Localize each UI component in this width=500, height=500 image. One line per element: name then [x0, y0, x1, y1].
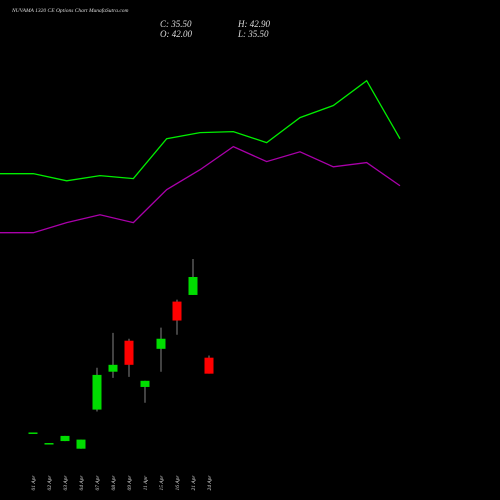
x-tick-label: 08 Apr — [111, 475, 117, 491]
x-tick-label: 24 Apr — [206, 475, 213, 491]
candle-body — [60, 435, 70, 442]
candle-body — [124, 340, 134, 365]
x-tick-label: 21 Apr — [191, 475, 197, 491]
candle-body — [204, 357, 214, 374]
indicator-line — [0, 79, 401, 182]
chart-title: NUVAMA 1320 CE Options Chart MunafaSutra… — [11, 7, 129, 14]
candle-body — [172, 301, 182, 321]
x-tick-label: 16 Apr — [175, 475, 181, 491]
candle-body — [140, 380, 150, 387]
x-tick-label: 02 Apr — [47, 475, 53, 491]
x-tick-label: 04 Apr — [78, 475, 85, 491]
candle-body — [76, 439, 86, 449]
x-tick-label: 09 Apr — [127, 475, 133, 491]
candle-body — [44, 443, 54, 445]
candle-body — [28, 432, 38, 434]
indicator-line — [0, 145, 401, 234]
header-low: L: 35.50 — [237, 29, 269, 39]
candle-body — [108, 364, 118, 372]
x-tick-label: 07 Apr — [95, 475, 101, 491]
candle-body — [92, 374, 102, 410]
header-close: C: 35.50 — [160, 19, 192, 29]
header-open: O: 42.00 — [160, 29, 192, 39]
candle-body — [188, 276, 198, 295]
x-tick-label: 11 Apr — [143, 475, 149, 490]
x-tick-label: 03 Apr — [63, 475, 69, 491]
x-tick-label: 01 Apr — [31, 475, 37, 491]
candle-body — [156, 338, 166, 349]
x-tick-label: 15 Apr — [159, 475, 165, 491]
header-high: H: 42.90 — [237, 19, 270, 29]
